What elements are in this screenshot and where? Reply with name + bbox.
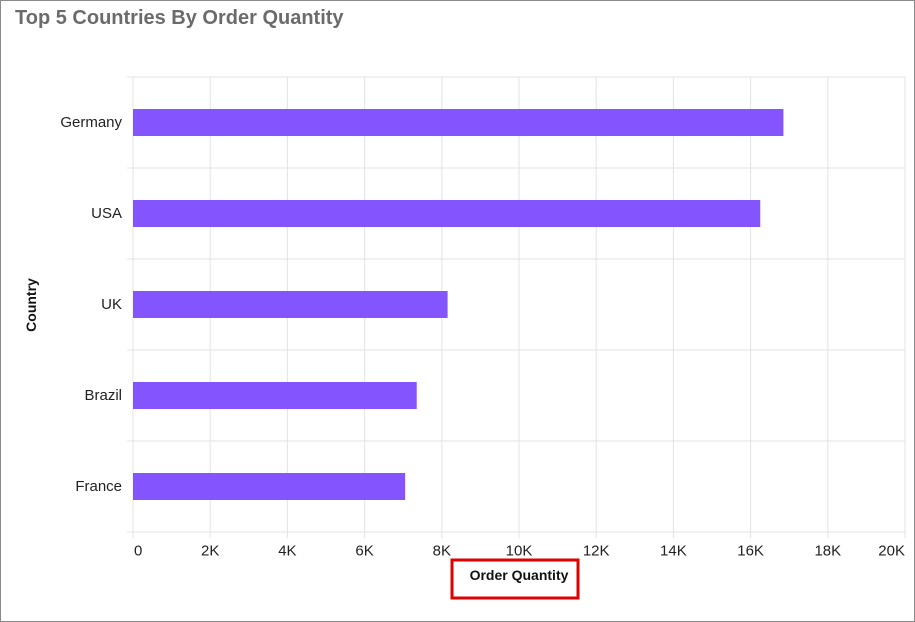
bars	[133, 109, 784, 500]
x-tick-label: 4K	[278, 543, 296, 560]
x-axis-title: Order Quantity	[470, 567, 569, 583]
x-tick-label: 0	[134, 543, 142, 560]
y-tick-label: Germany	[60, 114, 122, 131]
x-tick-label: 14K	[660, 543, 687, 560]
bar-germany	[133, 109, 784, 136]
bar-uk	[133, 291, 448, 318]
bar-france	[133, 473, 406, 500]
x-tick-label: 12K	[583, 543, 610, 560]
y-tick-label: USA	[91, 205, 122, 222]
bar-usa	[133, 200, 761, 227]
x-axis-tick-labels: 0 2K 4K 6K 8K 10K 12K 14K 16K 18K 20K	[134, 543, 905, 560]
x-tick-label: 2K	[201, 543, 219, 560]
x-tick-label: 10K	[506, 543, 533, 560]
y-tick-label: Brazil	[84, 387, 122, 404]
x-tick-label: 8K	[433, 543, 451, 560]
y-tick-label: UK	[101, 296, 122, 313]
y-tick-label: France	[75, 478, 122, 495]
x-tick-label: 16K	[737, 543, 764, 560]
chart-title: Top 5 Countries By Order Quantity	[15, 7, 344, 29]
y-axis-title: Country	[23, 278, 39, 332]
gridlines	[127, 76, 906, 538]
x-tick-label: 20K	[878, 543, 905, 560]
x-axis-title-highlight-box	[450, 558, 580, 600]
y-axis-tick-labels: Germany USA UK Brazil France	[60, 114, 122, 495]
x-tick-label: 6K	[355, 543, 373, 560]
bar-brazil	[133, 382, 417, 409]
x-tick-label: 18K	[814, 543, 841, 560]
